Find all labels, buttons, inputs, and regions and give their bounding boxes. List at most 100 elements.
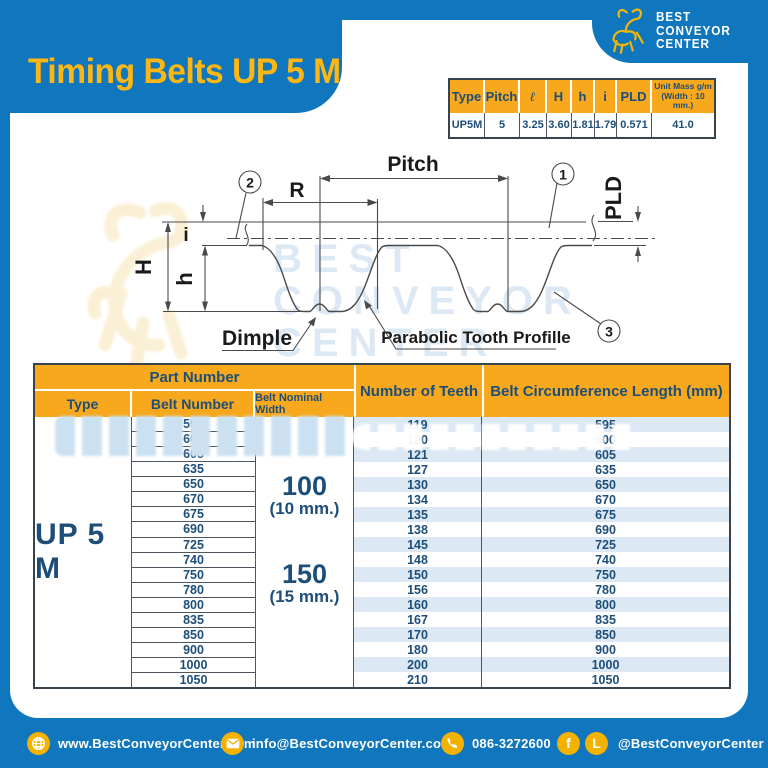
table-row: 145 725 — [354, 537, 729, 552]
spec-header-h: h — [572, 80, 595, 113]
brand-logo: BEST CONVEYOR CENTER — [592, 0, 768, 63]
belt-number-cell: 780 — [132, 581, 255, 597]
belt-number-cell: 740 — [132, 551, 255, 567]
h-label: h — [172, 272, 197, 285]
footer-social: f L @BestConveyorCenter — [557, 718, 764, 768]
brand-name: BEST CONVEYOR CENTER — [656, 10, 731, 52]
envelope-icon — [221, 731, 244, 755]
type-column: UP 5 M — [35, 417, 132, 687]
belt-number-cell: 675 — [132, 506, 255, 521]
balloon-2 — [238, 170, 262, 194]
teeth-cell: 138 — [354, 522, 482, 537]
spec-value-l: 3.25 — [520, 113, 547, 137]
length-cell: 835 — [595, 612, 616, 627]
tooth-profile-leader — [367, 303, 556, 350]
spec-header-pld: PLD — [617, 80, 652, 113]
spec-table-header: Type Pitch ℓ H h i PLD Unit Mass g/m (Wi… — [450, 80, 714, 113]
table-row: 180 900 — [354, 642, 729, 657]
length-cell: 800 — [595, 597, 616, 612]
belt-number-cell: 1000 — [132, 657, 255, 672]
parts-table-body: UP 5 M 595 600 605 635 650 670 675 690 725 740 750… — [35, 417, 729, 687]
table-row: 120 600 — [354, 432, 729, 447]
length-cell: 900 — [595, 642, 616, 657]
length-cell: 750 — [595, 567, 616, 582]
teeth-cell: 167 — [354, 612, 482, 627]
bull-logo-icon — [612, 8, 644, 54]
dimple-leader — [222, 320, 314, 352]
teeth-cell: 121 — [354, 447, 482, 462]
tooth-profile-label: Parabolic Tooth Profille — [381, 328, 571, 347]
spec-value-unit-mass: 41.0 — [672, 119, 694, 131]
footer-email: info@BestConveyorCenter.com — [221, 718, 453, 768]
spec-table: Type Pitch ℓ H h i PLD Unit Mass g/m (Wi… — [448, 78, 716, 139]
table-row: 210 1050 — [354, 672, 729, 687]
teeth-cell: 127 — [354, 462, 482, 477]
header-part-number: Part Number — [35, 365, 354, 391]
belt-number-cell: 725 — [132, 536, 255, 552]
table-row: 134 670 — [354, 492, 729, 507]
H-label: H — [131, 259, 156, 275]
teeth-cell: 210 — [354, 672, 482, 687]
page-title: Timing Belts UP 5 M — [28, 52, 341, 91]
length-cell: 1050 — [591, 672, 620, 687]
table-row: 200 1000 — [354, 657, 729, 672]
nominal-width-100: 100 (10 mm.) — [256, 471, 353, 519]
spec-header-l: ℓ — [520, 80, 547, 113]
length-cell: 780 — [595, 582, 616, 597]
teeth-cell: 180 — [354, 642, 482, 657]
teeth-cell: 150 — [354, 567, 482, 582]
email-text: info@BestConveyorCenter.com — [252, 735, 453, 751]
belt-top-line — [162, 220, 633, 223]
phone-icon — [441, 731, 464, 755]
teeth-cell: 134 — [354, 492, 482, 507]
header-type: Type — [35, 391, 132, 417]
construction-lines — [262, 176, 509, 311]
belt-number-cell: 800 — [132, 596, 255, 612]
width-unit: (15 mm.) — [269, 587, 340, 606]
balloon-3 — [597, 319, 621, 343]
spec-value-i: 1.79 — [595, 113, 617, 137]
teeth-cell: 160 — [354, 597, 482, 612]
length-cell: 850 — [595, 627, 616, 642]
belt-number-cell: 690 — [132, 521, 255, 536]
spec-header-H: H — [547, 80, 572, 113]
unit-mass-line1: Unit Mass g/m — [654, 81, 712, 92]
length-cell: 635 — [595, 462, 616, 477]
footer-contact-bar: www.BestConveyorCenter.com info@BestConv… — [0, 718, 768, 768]
teeth-cell: 148 — [354, 552, 482, 567]
table-row: 121 605 — [354, 447, 729, 462]
length-cell: 595 — [595, 417, 616, 432]
table-row: 148 740 — [354, 552, 729, 567]
length-cell: 675 — [595, 507, 616, 522]
table-row: 167 835 — [354, 612, 729, 627]
spec-header-i: i — [595, 80, 617, 113]
header-belt-nominal-width: Belt Nominal Width — [255, 392, 323, 416]
belt-nominal-width-column: 100 (10 mm.) 150 (15 mm.) — [256, 417, 354, 687]
spec-header-type: Type — [450, 80, 485, 113]
teeth-cell: 200 — [354, 657, 482, 672]
header-belt-circumference: Belt Circumference Length (mm) — [490, 382, 723, 400]
pitch-label: Pitch — [387, 153, 438, 176]
table-row: 160 800 — [354, 597, 729, 612]
balloon-1 — [551, 162, 575, 186]
line-icon: L — [585, 731, 608, 755]
length-cell: 1000 — [591, 657, 620, 672]
belt-number-cell: 850 — [132, 626, 255, 642]
table-row: 138 690 — [354, 522, 729, 537]
width-value: 150 — [281, 559, 328, 589]
facebook-glyph: f — [566, 735, 571, 751]
social-text: @BestConveyorCenter — [618, 735, 764, 751]
belt-number-cell: 650 — [132, 476, 255, 491]
length-cell: 670 — [595, 492, 616, 507]
spec-value-h: 1.81 — [572, 113, 595, 137]
teeth-cell: 130 — [354, 477, 482, 492]
belt-number-cell: 835 — [132, 611, 255, 627]
spec-table-values: UP5M 5 3.25 3.60 1.81 1.79 0.571 41.0 — [450, 113, 714, 137]
table-row: 170 850 — [354, 627, 729, 642]
teeth-cell: 119 — [354, 417, 482, 432]
table-row: 130 650 — [354, 477, 729, 492]
table-row: 127 635 — [354, 462, 729, 477]
width-value: 100 — [281, 471, 328, 501]
table-row: 135 675 — [354, 507, 729, 522]
brand-line: BEST — [656, 10, 692, 24]
